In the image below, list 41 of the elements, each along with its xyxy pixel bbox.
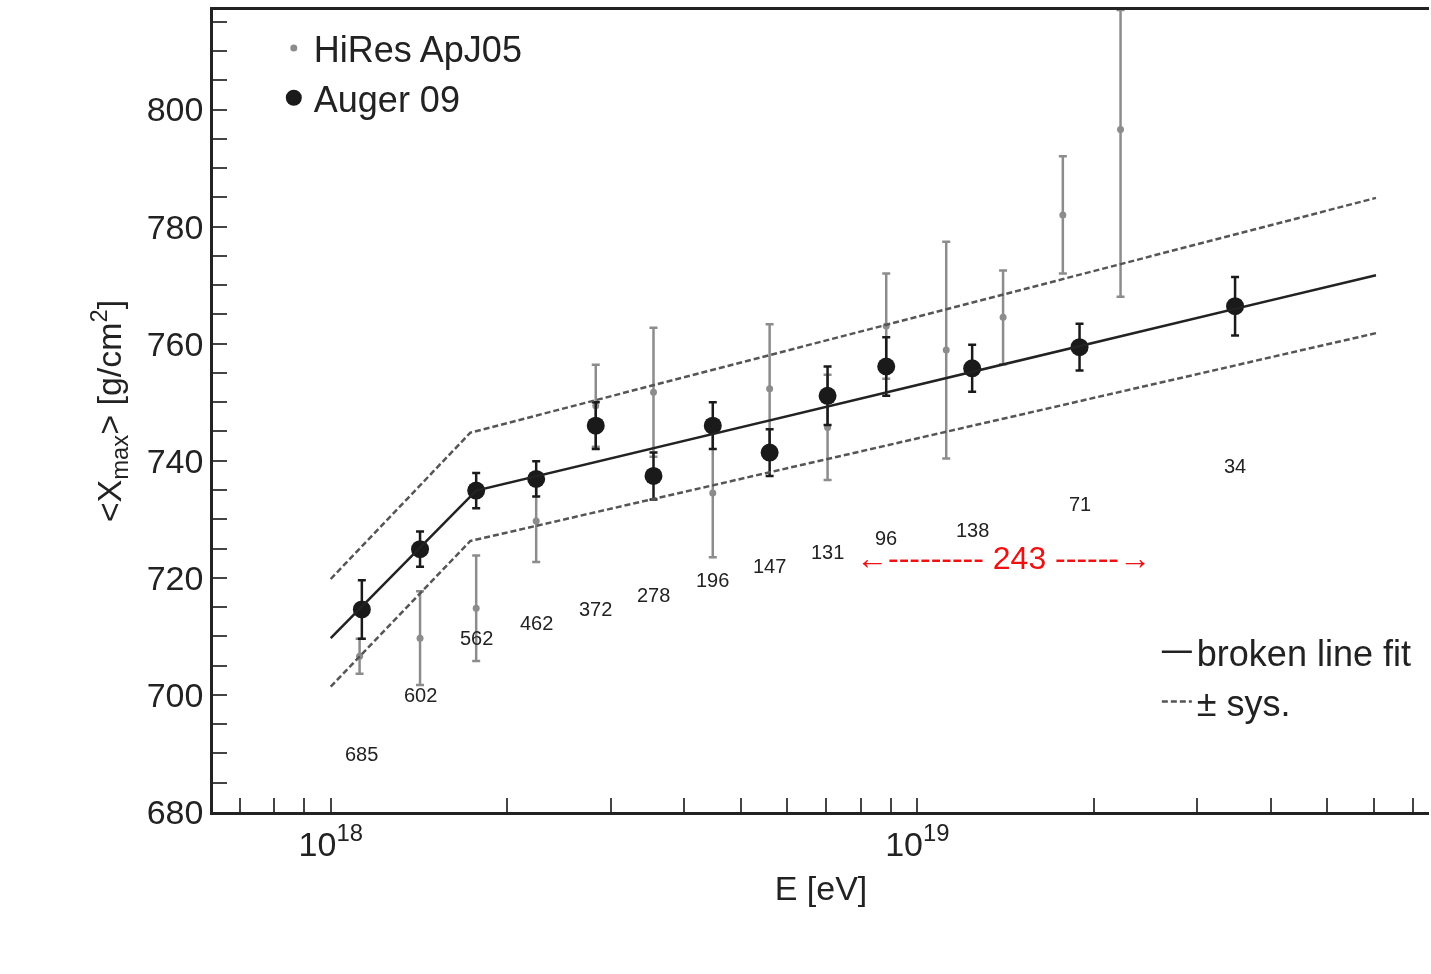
legend-label: ± sys. xyxy=(1196,682,1291,724)
x-tick-label: 10$^{18}$ xyxy=(298,819,363,863)
annotation: 685 xyxy=(345,743,379,765)
annotation: 372 xyxy=(579,598,613,620)
point xyxy=(703,416,722,435)
legend-label: Auger 09 xyxy=(313,78,460,120)
legend-label: broken line fit xyxy=(1196,632,1411,674)
annotation: 138 xyxy=(956,519,990,541)
point xyxy=(1059,211,1067,219)
point xyxy=(650,388,657,396)
annotation: 131 xyxy=(811,541,845,563)
legend-label: HiRes ApJ05 xyxy=(313,28,522,70)
y-tick-label: 800 xyxy=(146,90,204,129)
y-tick-label: 680 xyxy=(146,792,204,831)
annotation: 562 xyxy=(460,627,494,649)
annotation: 71 xyxy=(1069,493,1092,515)
y-tick-label: 700 xyxy=(146,675,204,714)
point xyxy=(766,385,774,393)
annotation: 462 xyxy=(520,612,554,634)
y-tick-label: 720 xyxy=(146,558,204,597)
point xyxy=(818,386,837,405)
y-tick-label: 760 xyxy=(146,324,204,363)
y-tick-label: 780 xyxy=(146,207,204,246)
point xyxy=(877,357,896,376)
x-axis-title: E [eV] xyxy=(774,868,868,907)
point xyxy=(644,466,663,485)
x-tick-label: 10$^{19}$ xyxy=(885,819,950,863)
point xyxy=(709,489,717,497)
annotation: 196 xyxy=(696,569,730,591)
point xyxy=(999,313,1007,321)
annotation: 34 xyxy=(1224,455,1247,477)
annotation: 278 xyxy=(637,584,671,606)
point xyxy=(532,517,540,525)
point xyxy=(1117,125,1125,133)
annotation: 602 xyxy=(404,684,438,706)
annotation: 147 xyxy=(753,555,787,577)
point xyxy=(942,346,950,354)
point xyxy=(760,443,779,462)
point xyxy=(416,634,424,642)
point xyxy=(586,416,605,435)
y-tick-label: 740 xyxy=(146,441,204,480)
